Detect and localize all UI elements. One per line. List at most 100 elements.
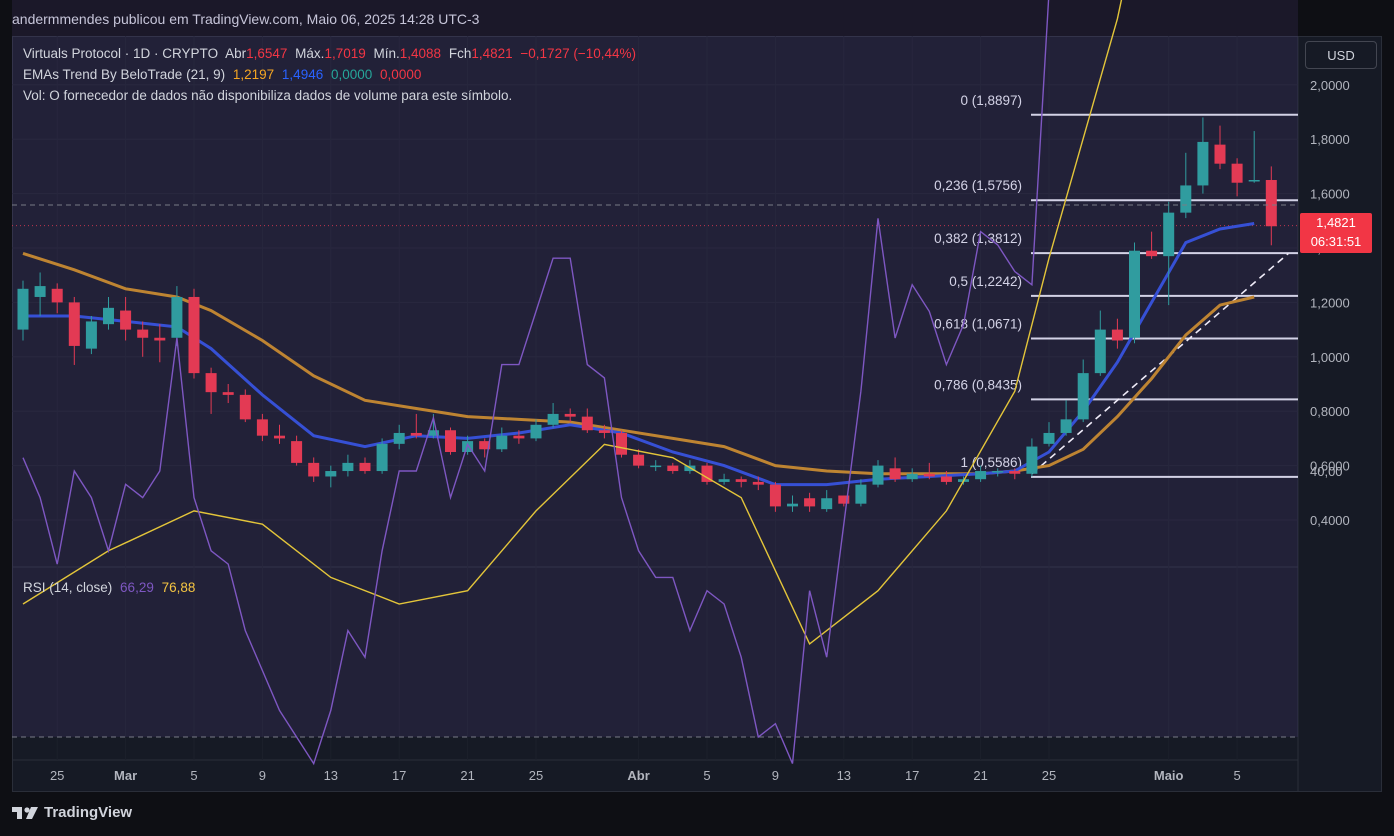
candle-body: [68, 302, 80, 346]
candle-body: [291, 441, 303, 463]
candle-body: [718, 479, 730, 482]
candle-body: [633, 454, 645, 466]
candle-body: [872, 465, 884, 485]
ema-legend[interactable]: EMAs Trend By BeloTrade (21, 9) 1,2197 1…: [23, 67, 425, 82]
ema-lines: [22, 222, 1255, 487]
time-tick-label: 25: [50, 768, 64, 783]
candle-body: [342, 462, 354, 472]
change-value: −0,1727 (−10,44%): [520, 46, 636, 61]
high-label: Máx.: [295, 46, 325, 61]
time-tick-label: 17: [392, 768, 406, 783]
rsi-band-fill: [12, 0, 1298, 737]
high-value: 1,7019: [324, 46, 366, 61]
candle-body: [137, 329, 149, 338]
candle-body: [530, 424, 542, 439]
candle-body: [581, 416, 593, 431]
candle-body: [598, 430, 610, 433]
symbol-name: Virtuals Protocol · 1D · CRYPTO: [23, 46, 219, 61]
candle-body: [906, 473, 918, 480]
candle-body: [1180, 185, 1192, 213]
candle-body: [821, 498, 833, 510]
candle-body: [616, 432, 627, 455]
ema-value-4: 0,0000: [380, 67, 422, 82]
candle-body: [1231, 163, 1243, 183]
low-value: 1,4088: [399, 46, 442, 61]
rsi-value: 66,29: [120, 580, 154, 595]
candle-body: [171, 296, 183, 338]
close-label: Fch: [448, 46, 472, 61]
candle-body: [513, 435, 525, 439]
tradingview-logo[interactable]: TradingView: [12, 804, 132, 821]
fib-level-label: 0,5 (1,2242): [949, 274, 1022, 289]
time-tick-label: 25: [529, 768, 543, 783]
candle-body: [1060, 419, 1072, 433]
axes: 0,40000,60000,80001,00001,20001,40001,60…: [50, 78, 1350, 783]
candle-body: [1026, 446, 1038, 474]
rsi-legend[interactable]: RSI (14, close) 66,29 76,88: [23, 580, 199, 595]
candle-body: [188, 296, 200, 374]
fib-level-label: 0,618 (1,0671): [934, 317, 1022, 332]
candle-body: [120, 310, 132, 330]
candle-body: [1094, 329, 1106, 374]
last-price-badge: 1,4821 06:31:51: [1300, 213, 1372, 253]
low-label: Mín.: [373, 46, 400, 61]
publisher-line: andermmendes publicou em TradingView.com…: [12, 11, 480, 27]
time-tick-label: 25: [1042, 768, 1056, 783]
volume-note-text: Vol: O fornecedor de dados não disponibi…: [23, 88, 513, 103]
ema-name: EMAs Trend By BeloTrade (21, 9): [23, 67, 226, 82]
candle-body: [51, 288, 63, 303]
time-tick-label: Abr: [627, 768, 649, 783]
candle-body: [154, 337, 166, 341]
candle-body: [325, 471, 337, 477]
candle-body: [34, 286, 46, 297]
candle-body: [1214, 144, 1226, 164]
rsi-ma-line: [22, 0, 1123, 645]
time-tick-label: 5: [1233, 768, 1240, 783]
ema21-line: [22, 251, 1255, 476]
candle-body: [667, 465, 679, 472]
currency-button[interactable]: USD: [1305, 41, 1377, 69]
candle-body: [1009, 471, 1021, 474]
candle-body: [752, 481, 764, 485]
open-label: Abr: [225, 46, 247, 61]
price-tick-label: 0,8000: [1310, 404, 1350, 419]
fib-level-label: 0,786 (0,8435): [934, 377, 1022, 392]
candle-body: [1129, 250, 1140, 338]
candle-body: [564, 413, 576, 417]
candle-body: [889, 468, 901, 480]
time-tick-label: 13: [324, 768, 338, 783]
time-tick-label: 21: [973, 768, 987, 783]
candle-body: [222, 392, 234, 395]
candle-body: [769, 484, 781, 507]
candle-body: [274, 435, 285, 439]
fib-level-label: 0,382 (1,3812): [934, 231, 1022, 246]
candle-body: [427, 430, 439, 436]
symbol-legend[interactable]: Virtuals Protocol · 1D · CRYPTO Abr1,654…: [23, 46, 640, 61]
fib-level-label: 0 (1,8897): [960, 93, 1022, 108]
price-tick-label: 1,2000: [1310, 295, 1350, 310]
rsi-tick-label: 40,00: [1310, 464, 1343, 479]
candle-body: [650, 465, 662, 468]
grid: [12, 36, 1299, 791]
time-tick-label: Mar: [114, 768, 137, 783]
candle-body: [308, 462, 320, 477]
candle-body: [787, 503, 798, 507]
candle-body: [1077, 373, 1089, 420]
candle-body: [410, 432, 422, 436]
candle-body: [496, 435, 508, 450]
candle-body: [1265, 180, 1277, 227]
candle-body: [940, 476, 952, 482]
candle-body: [1146, 250, 1158, 257]
candle-body: [103, 307, 114, 325]
candle-body: [701, 465, 713, 482]
fib-level-label: 0,236 (1,5756): [934, 178, 1022, 193]
time-tick-label: 9: [772, 768, 779, 783]
rsi-pane: [12, 0, 1298, 766]
candles: [17, 117, 1277, 512]
candle-body: [547, 413, 559, 425]
price-tick-label: 1,0000: [1310, 350, 1350, 365]
candle-body: [17, 288, 29, 330]
last-price-value: 1,4821: [1316, 215, 1356, 230]
open-value: 1,6547: [246, 46, 288, 61]
